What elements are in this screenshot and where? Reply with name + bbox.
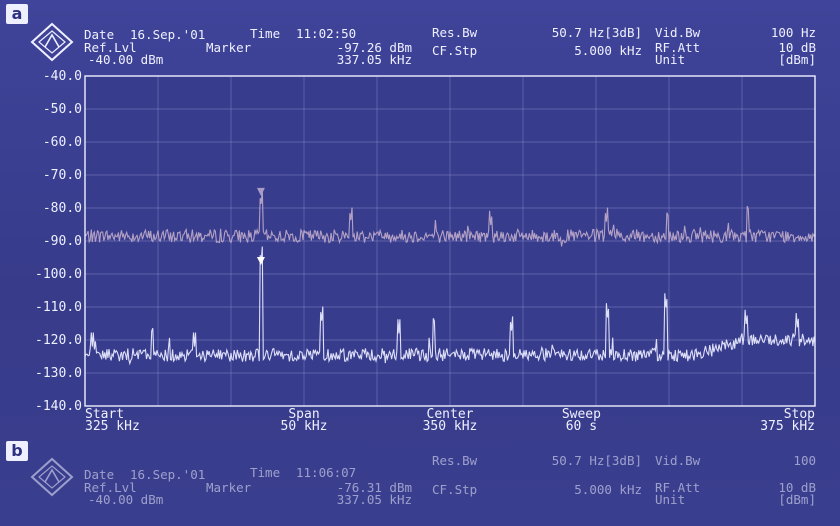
unit-label: Unit [655, 492, 686, 507]
y-tick-label: -140.0 [35, 399, 82, 414]
date-value: 16.Sep.'01 [130, 467, 206, 482]
marker-triangle [256, 256, 265, 265]
cf-step-label: CF.Stp [432, 43, 478, 58]
y-tick-label: -100.0 [35, 267, 82, 282]
rohde-schwarz-logo-icon [30, 457, 74, 497]
res-bw-value: 50.7 Hz[3dB] [551, 453, 642, 468]
rohde-schwarz-logo-icon [30, 22, 74, 62]
marker-frequency: 337.05 kHz [336, 52, 412, 67]
time-label: Time [250, 26, 281, 41]
panel-a-tag: a [6, 4, 28, 24]
rf-att-label: RF.Att [655, 480, 701, 495]
y-tick-label: -40.0 [43, 69, 82, 84]
y-axis-ticks: -40.0 -50.0 -60.0 -70.0 -80.0 -90.0 -100.0 -110… [35, 69, 82, 414]
y-tick-label: -50.0 [43, 102, 82, 117]
x-axis-label: Sweep [562, 407, 601, 422]
ref-level-value: -40.00 dBm [88, 492, 164, 507]
y-tick-label: -130.0 [35, 366, 82, 381]
y-tick-label: -60.0 [43, 135, 82, 150]
x-axis-label: 375 kHz [760, 419, 815, 434]
date-label: Date [84, 27, 115, 42]
unit-value: [dBm] [778, 52, 816, 67]
ref-level-label: Ref.Lvl [84, 480, 137, 495]
res-bw-value: 50.7 Hz[3dB] [551, 25, 642, 40]
x-axis-label: 350 kHz [423, 419, 478, 434]
marker-label: Marker [206, 40, 252, 55]
panel-b-tag: b [6, 441, 28, 461]
spectrum-trace [84, 189, 816, 247]
x-axis-label: Span [288, 407, 319, 422]
x-axis-label: 60 s [566, 419, 597, 434]
vid-bw-label: Vid.Bw [655, 453, 701, 468]
markers [256, 187, 265, 265]
marker-label: Marker [206, 480, 252, 495]
y-tick-label: -110.0 [35, 300, 82, 315]
unit-value: [dBm] [778, 492, 816, 507]
time-value: 11:06:07 [296, 465, 357, 480]
marker-frequency: 337.05 kHz [336, 492, 412, 507]
rf-att-value: 10 dB [778, 480, 816, 495]
plot-frame [84, 75, 816, 407]
cf-step-label: CF.Stp [432, 482, 478, 497]
spectrum-trace [84, 246, 816, 366]
traces [84, 189, 816, 366]
y-tick-label: -70.0 [43, 168, 82, 183]
marker-level: -76.31 dBm [336, 480, 412, 495]
vid-bw-value: 100 Hz [770, 25, 816, 40]
marker-level: -97.26 dBm [336, 40, 412, 55]
y-tick-label: -90.0 [43, 234, 82, 249]
ref-level-value: -40.00 dBm [88, 52, 164, 67]
res-bw-label: Res.Bw [432, 25, 478, 40]
res-bw-label: Res.Bw [432, 453, 478, 468]
spectrum-chart: -40.0 -50.0 -60.0 -70.0 -80.0 -90.0 -100.0 -110… [35, 69, 816, 434]
x-axis-label: Center [427, 407, 474, 422]
y-tick-label: -80.0 [43, 201, 82, 216]
x-axis-label: 325 kHz [85, 419, 140, 434]
date-value: 16.Sep.'01 [130, 27, 206, 42]
cf-step-value: 5.000 kHz [574, 482, 642, 497]
ref-level-label: Ref.Lvl [84, 40, 137, 55]
time-label: Time [250, 465, 281, 480]
marker-triangle [256, 187, 265, 196]
x-axis-label: Start [85, 407, 124, 422]
rf-att-label: RF.Att [655, 40, 701, 55]
x-axis-label: 50 kHz [281, 419, 328, 434]
cf-step-value: 5.000 kHz [574, 43, 642, 58]
date-label: Date [84, 467, 115, 482]
y-tick-label: -120.0 [35, 333, 82, 348]
x-axis-label: Stop [784, 407, 815, 422]
time-value: 11:02:50 [296, 26, 357, 41]
vid-bw-value: 100 [793, 453, 816, 468]
unit-label: Unit [655, 52, 686, 67]
vid-bw-label: Vid.Bw [655, 25, 701, 40]
rf-att-value: 10 dB [778, 40, 816, 55]
